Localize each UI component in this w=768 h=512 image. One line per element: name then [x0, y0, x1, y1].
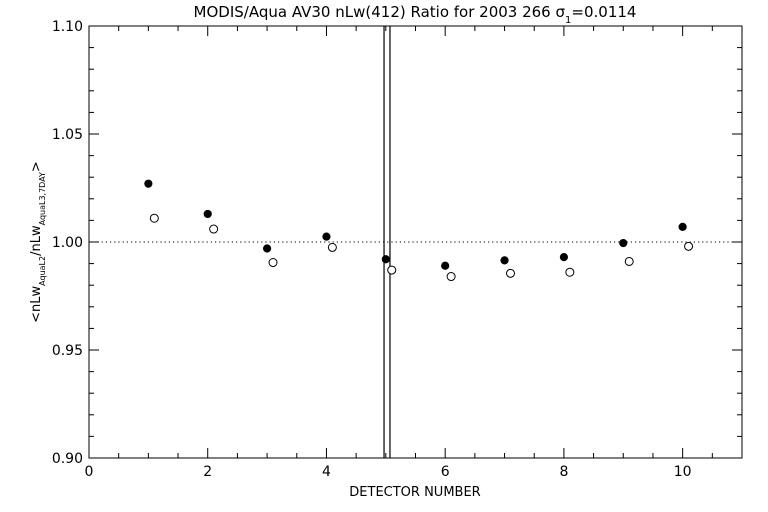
- data-point-filled: [678, 222, 687, 231]
- x-axis-label: DETECTOR NUMBER: [349, 485, 480, 500]
- y-tick-label: 0.95: [52, 343, 83, 359]
- data-point-open: [684, 241, 694, 251]
- data-point-filled: [619, 238, 628, 248]
- y-tick-label: 1.10: [52, 19, 83, 35]
- chart-title: MODIS/Aqua AV30 nLw(412) Ratio for 2003 …: [194, 3, 637, 26]
- y-tick-label: 0.90: [52, 451, 83, 467]
- y-axis-label: <nLwAquaL2/nLwAquaL3,7DAY>: [29, 161, 47, 323]
- data-point-filled: [381, 255, 390, 264]
- data-point-open: [446, 272, 456, 282]
- data-point-filled: [203, 209, 212, 219]
- data-point-open: [327, 242, 337, 252]
- data-point-filled: [441, 261, 450, 270]
- y-tick-label: 1.00: [52, 235, 83, 251]
- data-point-filled: [322, 232, 331, 241]
- data-point-filled: [262, 244, 272, 253]
- x-tick-label: 4: [322, 464, 331, 480]
- x-tick-label: 10: [674, 464, 692, 480]
- x-tick-label: 8: [559, 464, 568, 480]
- y-tick-label: 1.05: [52, 127, 83, 143]
- x-tick-label: 6: [441, 464, 450, 480]
- x-tick-label: 2: [203, 464, 212, 480]
- x-tick-label: 0: [85, 464, 94, 480]
- data-point-open: [387, 265, 397, 275]
- data-point-open: [624, 256, 634, 266]
- data-point-open: [209, 224, 219, 234]
- data-point-open: [565, 267, 575, 277]
- data-point-filled: [500, 256, 509, 265]
- data-point-open: [149, 213, 159, 223]
- data-point-open: [505, 268, 515, 278]
- data-point-filled: [144, 179, 153, 188]
- plot-area: 0 2 4 6 8 10 0.90 0.95 1.00 1.05 1.10: [52, 19, 743, 480]
- data-point-open: [268, 258, 278, 268]
- data-point-filled: [559, 253, 569, 262]
